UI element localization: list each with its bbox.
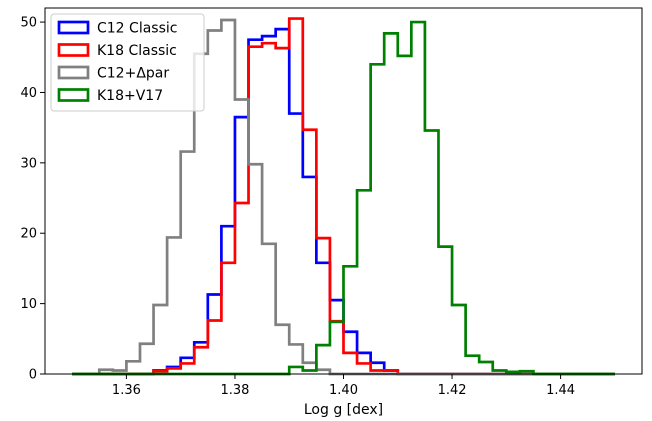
y-tick-label: 10 <box>20 297 37 312</box>
legend-swatch <box>57 20 90 35</box>
x-tick-label: 1.36 <box>112 383 141 398</box>
x-tick-label: 1.38 <box>220 383 249 398</box>
legend-swatch <box>57 88 90 102</box>
legend-box <box>50 13 205 112</box>
legend-entry-label: K18 Classic <box>97 43 177 59</box>
y-tick-label: 20 <box>20 227 37 242</box>
y-tick-label: 50 <box>20 16 37 31</box>
y-tick-label: 40 <box>20 86 37 101</box>
x-tick-label: 1.44 <box>546 383 575 398</box>
legend-entry-label: K18+V17 <box>97 88 163 104</box>
x-tick-label: 1.40 <box>329 383 358 398</box>
legend-entry-label: C12 Classic <box>97 21 177 37</box>
y-tick-label: 0 <box>29 368 37 383</box>
legend-swatch <box>57 43 90 57</box>
legend-swatch <box>57 65 90 80</box>
legend-entry-label: C12+Δpar <box>97 66 169 82</box>
legend: C12 Classic K18 Classic C12+Δpar K18+V17 <box>50 13 205 112</box>
x-axis-label: Log g [dex] <box>304 402 383 418</box>
x-tick-label: 1.42 <box>438 383 467 398</box>
y-tick-label: 30 <box>20 156 37 171</box>
axes-layer: 1.36 1.38 1.40 1.42 1.44 0 10 20 30 40 50 <box>20 7 643 398</box>
